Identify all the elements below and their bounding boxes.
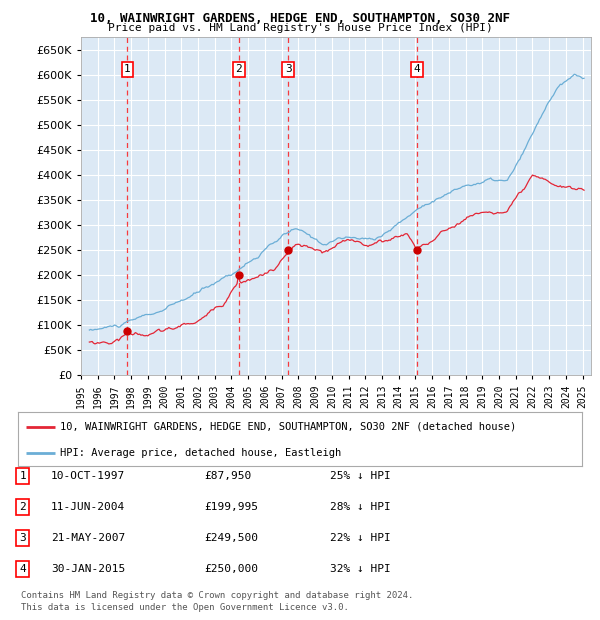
Text: Price paid vs. HM Land Registry's House Price Index (HPI): Price paid vs. HM Land Registry's House …	[107, 23, 493, 33]
Text: 22% ↓ HPI: 22% ↓ HPI	[330, 533, 391, 543]
Text: 1: 1	[19, 471, 26, 481]
Text: 3: 3	[285, 64, 292, 74]
Text: 4: 4	[413, 64, 420, 74]
Text: 32% ↓ HPI: 32% ↓ HPI	[330, 564, 391, 574]
Text: 4: 4	[19, 564, 26, 574]
Text: £249,500: £249,500	[204, 533, 258, 543]
Text: This data is licensed under the Open Government Licence v3.0.: This data is licensed under the Open Gov…	[21, 603, 349, 612]
Text: 1: 1	[124, 64, 131, 74]
Text: 28% ↓ HPI: 28% ↓ HPI	[330, 502, 391, 512]
Text: 25% ↓ HPI: 25% ↓ HPI	[330, 471, 391, 481]
Text: 2: 2	[19, 502, 26, 512]
Text: Contains HM Land Registry data © Crown copyright and database right 2024.: Contains HM Land Registry data © Crown c…	[21, 590, 413, 600]
Text: £87,950: £87,950	[204, 471, 251, 481]
Text: 30-JAN-2015: 30-JAN-2015	[51, 564, 125, 574]
Text: 10, WAINWRIGHT GARDENS, HEDGE END, SOUTHAMPTON, SO30 2NF: 10, WAINWRIGHT GARDENS, HEDGE END, SOUTH…	[90, 12, 510, 25]
Text: £250,000: £250,000	[204, 564, 258, 574]
Text: £199,995: £199,995	[204, 502, 258, 512]
Text: 10-OCT-1997: 10-OCT-1997	[51, 471, 125, 481]
Text: 11-JUN-2004: 11-JUN-2004	[51, 502, 125, 512]
Text: 3: 3	[19, 533, 26, 543]
Text: HPI: Average price, detached house, Eastleigh: HPI: Average price, detached house, East…	[60, 448, 341, 458]
Text: 21-MAY-2007: 21-MAY-2007	[51, 533, 125, 543]
Text: 2: 2	[235, 64, 242, 74]
Text: 10, WAINWRIGHT GARDENS, HEDGE END, SOUTHAMPTON, SO30 2NF (detached house): 10, WAINWRIGHT GARDENS, HEDGE END, SOUTH…	[60, 422, 517, 432]
